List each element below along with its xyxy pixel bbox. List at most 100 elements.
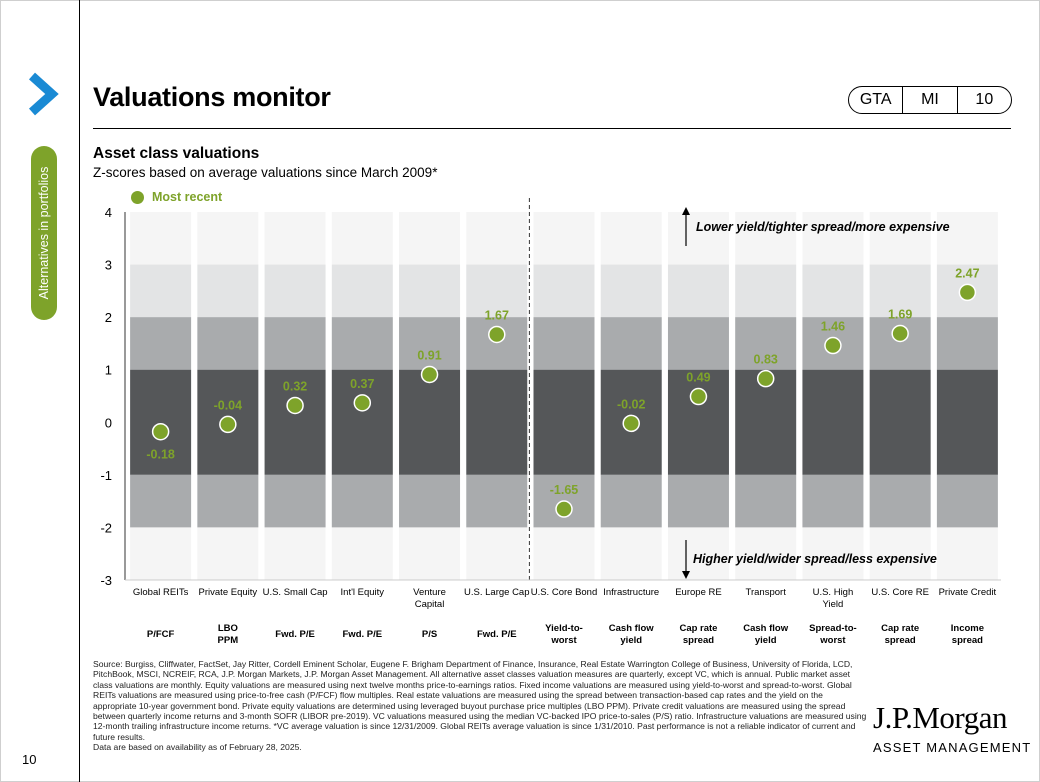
tag-gta[interactable]: GTA <box>859 91 892 108</box>
band-edge-bottom <box>466 527 528 580</box>
band-edge-top <box>735 212 797 265</box>
band-mid-bottom <box>466 474 528 528</box>
chevron-right-icon <box>28 72 59 116</box>
tag-pill: GTA MI 10 <box>848 86 1012 114</box>
band-edge-top <box>802 212 864 265</box>
band-inner <box>533 369 595 475</box>
band-edge-bottom <box>331 527 393 580</box>
data-point <box>756 369 775 388</box>
band-edge-bottom <box>533 527 595 580</box>
band-inner <box>869 369 931 475</box>
tag-mi[interactable]: MI <box>902 87 956 113</box>
category-label: U.S. Large Cap <box>464 587 529 598</box>
metric-label: LBO PPM <box>218 623 239 646</box>
data-point <box>353 394 372 412</box>
y-tick-label: 4 <box>105 205 112 220</box>
band-edge-top <box>331 212 393 265</box>
chart-subtitle: Z-scores based on average valuations sin… <box>93 165 438 180</box>
band-mid-bottom <box>399 474 461 528</box>
footnote-date: Data are based on availability as of Feb… <box>93 742 302 753</box>
band-mid-top <box>130 317 192 370</box>
data-label: -0.04 <box>214 398 243 412</box>
band-mid-top <box>936 317 998 370</box>
footnote-text: Source: Burgiss, Cliffwater, FactSet, Ja… <box>93 659 867 742</box>
y-tick-label: 0 <box>105 415 112 430</box>
metric-label: P/S <box>422 629 437 640</box>
band-edge-bottom <box>802 527 864 580</box>
band-mid-bottom <box>936 474 998 528</box>
category-label: Europe RE <box>675 587 721 598</box>
page-title: Valuations monitor <box>93 82 331 112</box>
band-edge-bottom <box>130 527 192 580</box>
data-label: 0.91 <box>417 348 441 362</box>
metric-label: Cash flow yield <box>743 623 788 646</box>
y-tick-label: -2 <box>100 520 112 535</box>
legend: Most recent <box>131 190 222 204</box>
band-edge-top <box>600 212 662 265</box>
band-outer-top <box>264 264 326 318</box>
band-edge-top <box>869 212 931 265</box>
data-point <box>891 324 909 343</box>
band-outer-top <box>667 264 729 318</box>
side-tab[interactable]: Alternatives in portfolios <box>31 146 57 320</box>
band-edge-top <box>667 212 729 265</box>
category-label: Private Equity <box>199 587 258 598</box>
band-mid-top <box>667 317 729 370</box>
category-label: Infrastructure <box>603 587 659 598</box>
band-edge-top <box>130 212 192 265</box>
band-edge-bottom <box>869 527 931 580</box>
chart-title: Asset class valuations <box>93 145 260 162</box>
band-mid-bottom <box>130 474 192 528</box>
band-mid-top <box>735 317 797 370</box>
band-mid-bottom <box>735 474 797 528</box>
data-point <box>286 396 304 415</box>
metric-label: P/FCF <box>147 629 175 640</box>
y-tick-label: -1 <box>100 468 112 483</box>
band-inner <box>466 369 528 475</box>
logo-sub: ASSET MANAGEMENT <box>873 740 1032 755</box>
category-label: Int'l Equity <box>341 587 385 598</box>
category-label: U.S. High Yield <box>813 587 854 610</box>
data-point <box>689 387 708 406</box>
band-outer-top <box>130 264 192 318</box>
annotation-top: Lower yield/tighter spread/more expensiv… <box>696 220 950 234</box>
metric-label: Fwd. P/E <box>343 629 383 640</box>
annotation-bottom: Higher yield/wider spread/less expensive <box>693 552 937 566</box>
category-label: Private Credit <box>939 587 997 598</box>
band-mid-top <box>399 317 461 370</box>
page-number: 10 <box>22 752 37 767</box>
band-mid-bottom <box>869 474 931 528</box>
data-point <box>824 336 842 355</box>
metric-label: Fwd. P/E <box>275 629 315 640</box>
y-tick-label: -3 <box>100 573 112 588</box>
band-edge-bottom <box>936 527 998 580</box>
data-point <box>420 365 439 384</box>
band-inner <box>331 369 393 475</box>
data-label: -0.02 <box>617 397 646 411</box>
band-outer-top <box>331 264 393 318</box>
data-label: 2.47 <box>955 266 979 280</box>
left-rule <box>79 0 80 782</box>
band-outer-top <box>197 264 259 318</box>
band-mid-top <box>331 317 393 370</box>
data-point <box>151 422 170 441</box>
band-inner <box>264 369 326 475</box>
y-tick-label: 3 <box>105 258 112 273</box>
data-label: 0.49 <box>686 371 710 385</box>
y-tick-label: 1 <box>105 363 112 378</box>
category-label: U.S. Small Cap <box>263 587 328 598</box>
data-point <box>219 415 237 434</box>
band-mid-bottom <box>197 474 259 528</box>
band-mid-bottom <box>331 474 393 528</box>
band-inner <box>802 369 864 475</box>
tag-page[interactable]: 10 <box>956 87 1011 113</box>
data-label: 1.69 <box>888 307 912 321</box>
band-inner <box>130 369 192 475</box>
metric-label: Cash flow yield <box>609 623 654 646</box>
band-edge-bottom <box>667 527 729 580</box>
metric-label: Spread-to-worst <box>809 623 857 646</box>
band-outer-top <box>399 264 461 318</box>
metric-label: Yield-to-worst <box>545 623 583 646</box>
band-edge-bottom <box>264 527 326 580</box>
band-mid-top <box>533 317 595 370</box>
